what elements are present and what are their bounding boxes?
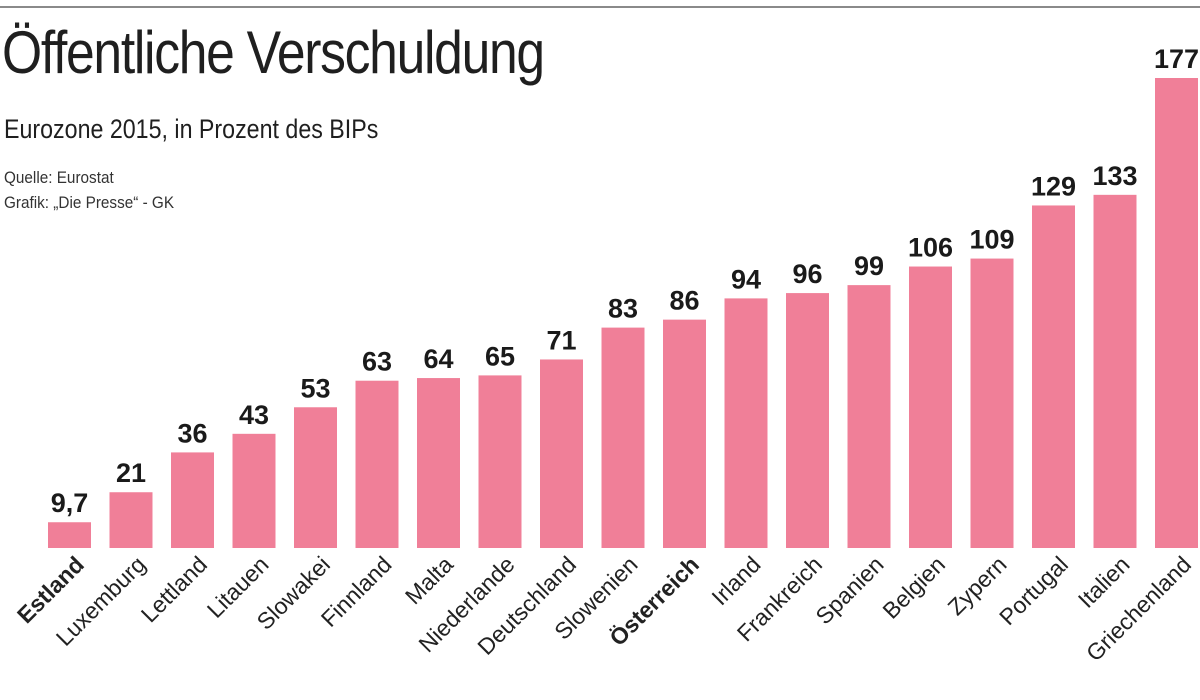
value-label: 129 bbox=[1031, 171, 1076, 201]
category-label: Spanien bbox=[810, 551, 888, 629]
bar bbox=[724, 298, 768, 548]
bar bbox=[232, 433, 276, 548]
bar bbox=[171, 452, 214, 548]
bar bbox=[294, 407, 337, 548]
value-label: 43 bbox=[239, 400, 269, 430]
value-label: 36 bbox=[177, 418, 207, 448]
value-label: 53 bbox=[300, 373, 330, 403]
bar bbox=[786, 293, 829, 548]
bar bbox=[601, 327, 645, 548]
bar bbox=[48, 522, 91, 548]
category-label: Irland bbox=[706, 551, 765, 610]
credit-note: Grafik: „Die Presse“ - GK bbox=[4, 193, 175, 212]
value-label: 71 bbox=[546, 325, 576, 355]
value-label: 106 bbox=[908, 233, 953, 263]
bar bbox=[970, 258, 1014, 548]
value-label: 94 bbox=[731, 264, 761, 294]
value-label: 9,7 bbox=[51, 488, 89, 518]
bar bbox=[355, 380, 399, 548]
bar bbox=[847, 285, 891, 548]
top-rule bbox=[0, 6, 1200, 8]
chart-title: Öffentliche Verschuldung bbox=[2, 19, 545, 86]
chart-subtitle: Eurozone 2015, in Prozent des BIPs bbox=[4, 114, 379, 144]
value-label: 177 bbox=[1154, 44, 1199, 74]
bar bbox=[540, 359, 583, 548]
category-label: Lettland bbox=[136, 551, 212, 627]
bar bbox=[417, 378, 460, 548]
source-note: Quelle: Eurostat bbox=[4, 168, 114, 187]
value-label: 133 bbox=[1092, 161, 1137, 191]
value-label: 99 bbox=[854, 251, 884, 281]
value-label: 86 bbox=[669, 286, 699, 316]
bar bbox=[1155, 78, 1198, 548]
category-label: Malta bbox=[400, 551, 458, 609]
bar bbox=[1032, 205, 1075, 548]
bar bbox=[1093, 194, 1137, 548]
category-label: Portugal bbox=[994, 551, 1073, 630]
value-label: 63 bbox=[362, 347, 392, 377]
bar bbox=[109, 492, 153, 548]
value-label: 21 bbox=[116, 458, 146, 488]
bar bbox=[909, 266, 952, 548]
value-label: 64 bbox=[423, 344, 453, 374]
bar bbox=[478, 375, 522, 548]
category-label: Belgien bbox=[877, 551, 950, 624]
value-label: 83 bbox=[608, 294, 638, 324]
value-label: 96 bbox=[792, 259, 822, 289]
value-label: 109 bbox=[969, 225, 1014, 255]
value-label: 65 bbox=[485, 341, 515, 371]
bar bbox=[663, 319, 706, 548]
